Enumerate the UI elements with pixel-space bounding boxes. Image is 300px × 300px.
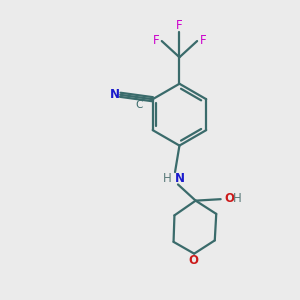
Text: H: H — [163, 172, 172, 185]
Text: O: O — [224, 192, 234, 205]
Text: O: O — [189, 254, 199, 267]
Text: F: F — [176, 19, 183, 32]
Text: F: F — [200, 34, 206, 47]
Text: N: N — [174, 172, 184, 185]
Text: N: N — [110, 88, 120, 101]
Text: F: F — [153, 34, 159, 47]
Text: H: H — [233, 192, 242, 205]
Text: C: C — [136, 100, 143, 110]
